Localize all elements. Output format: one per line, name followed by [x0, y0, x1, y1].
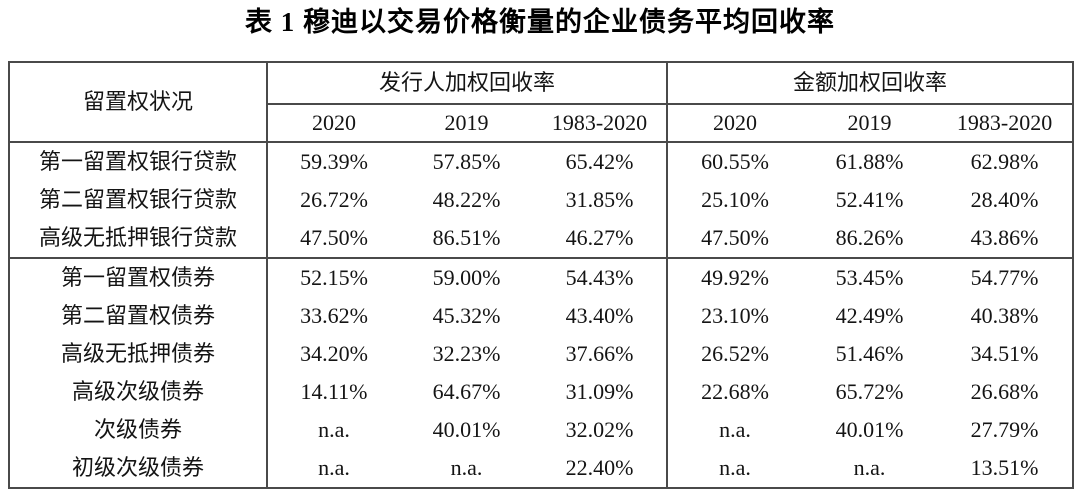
- table-row: 第一留置权银行贷款 59.39% 57.85% 65.42% 60.55% 61…: [9, 142, 1073, 182]
- cell: 26.52%: [701, 341, 769, 367]
- cell: 33.62%: [300, 303, 368, 329]
- cell: n.a.: [318, 455, 350, 481]
- cell: 25.10%: [701, 187, 769, 213]
- cell: 23.10%: [701, 303, 769, 329]
- cell: 31.85%: [533, 181, 669, 220]
- cell: 47.50%: [300, 225, 368, 251]
- table-row: 第一留置权债券 52.15% 59.00% 54.43% 49.92% 53.4…: [9, 257, 1074, 298]
- cell: 86.26%: [835, 225, 904, 251]
- cell: 40.01%: [835, 417, 904, 443]
- cell: 46.27%: [533, 219, 669, 259]
- cell: 61.88%: [835, 149, 904, 175]
- cell: n.a.: [450, 455, 483, 481]
- cell: 22.40%: [533, 449, 669, 489]
- row-label: 第一留置权银行贷款: [9, 142, 268, 182]
- cell: 53.45%: [802, 257, 938, 298]
- recovery-rate-table: 留置权状况 发行人加权回收率 金额加权回收率 2020 2019 1983-20…: [8, 61, 1075, 490]
- cell: 65.72%: [835, 379, 904, 405]
- cell: n.a.: [318, 417, 350, 443]
- table-header: 留置权状况 发行人加权回收率 金额加权回收率 2020 2019 1983-20…: [9, 62, 1074, 144]
- cell: 32.23%: [432, 341, 501, 367]
- cell: 43.40%: [533, 297, 669, 336]
- table-row: 第二留置权债券 33.62% 45.32% 43.40% 23.10% 42.4…: [9, 297, 1073, 336]
- row-label: 高级次级债券: [9, 373, 268, 412]
- table-row: 高级次级债券 14.11% 64.67% 31.09% 22.68% 65.72…: [9, 373, 1073, 412]
- cell: 57.85%: [432, 149, 501, 175]
- group-header-issuer-weighted: 发行人加权回收率: [267, 62, 669, 106]
- row-label: 初级次级债券: [9, 449, 268, 489]
- cell: 34.20%: [300, 341, 368, 367]
- table-row: 次级债券 n.a. 40.01% 32.02% n.a. 40.01% 27.7…: [9, 411, 1073, 450]
- row-label: 高级无抵押银行贷款: [9, 219, 268, 259]
- cell: 86.51%: [432, 225, 501, 251]
- table-row: 第二留置权银行贷款 26.72% 48.22% 31.85% 25.10% 52…: [9, 181, 1073, 220]
- group-header-amount-weighted: 金额加权回收率: [667, 62, 1074, 106]
- cell: 47.50%: [701, 225, 769, 251]
- year-header: 1983-2020: [937, 104, 1074, 144]
- cell: 27.79%: [970, 417, 1039, 443]
- year-header: 2019: [400, 104, 533, 144]
- cell: 37.66%: [533, 335, 669, 374]
- table-row: 初级次级债券 n.a. n.a. 22.40% n.a. n.a. 13.51%: [9, 449, 1073, 489]
- row-label: 第一留置权债券: [9, 257, 268, 298]
- cell: 48.22%: [432, 187, 501, 213]
- cell: 14.11%: [300, 379, 368, 405]
- year-header: 2020: [267, 104, 400, 144]
- cell: 34.51%: [970, 341, 1039, 367]
- year-header-row: 2020 2019 1983-2020 2020 2019 1983-2020: [9, 104, 1074, 144]
- cell: 64.67%: [432, 379, 501, 405]
- column-header-lien-status: 留置权状况: [9, 62, 268, 144]
- cell: 26.68%: [970, 379, 1039, 405]
- row-label: 高级无抵押债券: [9, 335, 268, 374]
- cell: n.a.: [719, 455, 751, 481]
- table-body: 第一留置权银行贷款 59.39% 57.85% 65.42% 60.55% 61…: [9, 142, 1074, 489]
- cell: n.a.: [719, 417, 751, 443]
- cell: 65.42%: [533, 142, 669, 182]
- cell: 22.68%: [701, 379, 769, 405]
- cell: 59.00%: [400, 257, 533, 298]
- cell: 32.02%: [533, 411, 669, 450]
- cell: 51.46%: [835, 341, 904, 367]
- year-header: 1983-2020: [533, 104, 669, 144]
- cell: 60.55%: [701, 149, 769, 175]
- cell: 42.49%: [835, 303, 904, 329]
- row-label: 次级债券: [9, 411, 268, 450]
- cell: 13.51%: [970, 455, 1039, 481]
- cell: 40.01%: [432, 417, 501, 443]
- cell: 49.92%: [667, 257, 803, 298]
- table-caption: 表 1 穆迪以交易价格衡量的企业债务平均回收率: [245, 7, 835, 37]
- cell: 45.32%: [432, 303, 501, 329]
- row-label: 第二留置权债券: [9, 297, 268, 336]
- group-header-row: 留置权状况 发行人加权回收率 金额加权回收率: [9, 62, 1074, 144]
- cell: 59.39%: [300, 149, 368, 175]
- table-row: 高级无抵押银行贷款 47.50% 86.51% 46.27% 47.50% 86…: [9, 219, 1073, 259]
- cell: 52.15%: [267, 257, 400, 298]
- table-row: 高级无抵押债券 34.20% 32.23% 37.66% 26.52% 51.4…: [9, 335, 1073, 374]
- cell: 28.40%: [970, 187, 1039, 213]
- cell: 40.38%: [970, 303, 1039, 329]
- year-header: 2020: [667, 104, 803, 144]
- year-header: 2019: [802, 104, 938, 144]
- cell: 52.41%: [835, 187, 904, 213]
- row-label: 第二留置权银行贷款: [9, 181, 268, 220]
- cell: 54.77%: [937, 257, 1074, 298]
- cell: 54.43%: [533, 257, 669, 298]
- cell: 31.09%: [533, 373, 669, 412]
- cell: 26.72%: [300, 187, 368, 213]
- cell: 43.86%: [970, 225, 1039, 251]
- cell: n.a.: [853, 455, 886, 481]
- cell: 62.98%: [970, 149, 1039, 175]
